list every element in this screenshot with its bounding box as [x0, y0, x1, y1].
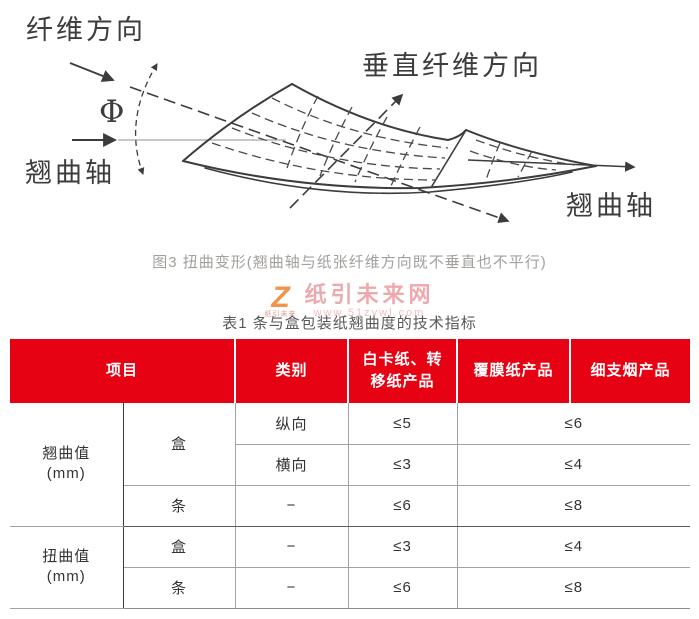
warp-diagram-drawing	[69, 62, 636, 224]
header-slim-cigarette: 细支烟产品	[570, 339, 691, 403]
header-item: 项目	[10, 339, 237, 403]
fiber-direction-label: 纤维方向	[26, 15, 146, 45]
warp-axis-right-label: 翘曲轴	[566, 191, 656, 221]
table-row: 横向 ≤3 ≤4	[10, 444, 691, 486]
cell-direction: −	[235, 485, 349, 527]
cell-category-strip: 条	[123, 485, 236, 527]
cell-laminated-slim-value: ≤4	[457, 444, 691, 486]
cell-item-warp: 翘曲值 (mm)	[10, 403, 124, 527]
cell-white-card-value: ≤3	[348, 526, 458, 568]
cell-direction: 纵向	[235, 403, 349, 445]
watermark-site-name: 纸引未来网	[304, 282, 435, 307]
table-caption: 表1 条与盒包装纸翘曲度的技术指标	[222, 315, 477, 332]
cell-direction: −	[235, 567, 349, 609]
header-category: 类别	[235, 339, 350, 403]
cell-category-box: 盒	[123, 526, 236, 568]
watermark-site-url: www.51zywl.com	[313, 307, 426, 319]
warp-axis-right-arrow	[467, 159, 636, 172]
warp-surface-mesh	[211, 95, 576, 187]
cell-white-card-value: ≤6	[348, 485, 458, 527]
header-white-card: 白卡纸、转移纸产品	[348, 339, 459, 403]
cell-laminated-slim-value: ≤6	[457, 403, 691, 445]
fiber-direction-arrow	[69, 62, 115, 82]
cell-white-card-value: ≤3	[348, 444, 458, 486]
table-row: 条 − ≤6 ≤8	[10, 485, 691, 527]
table-row: 翘曲值 (mm) 盒 纵向 ≤5 ≤6	[10, 403, 691, 527]
watermark-logo-icon: Z	[271, 281, 290, 314]
cell-category-box: 盒	[123, 403, 236, 486]
phi-angle-arc	[134, 63, 158, 176]
cell-category-strip: 条	[123, 567, 236, 609]
cell-direction: 横向	[235, 444, 349, 486]
header-laminated: 覆膜纸产品	[457, 339, 572, 403]
cell-item-twist: 扭曲值 (mm)	[10, 526, 124, 609]
cell-laminated-slim-value: ≤8	[457, 567, 691, 609]
phi-angle-label: Φ	[99, 94, 125, 130]
cell-laminated-slim-value: ≤4	[457, 526, 691, 568]
spec-table: 项目 类别 白卡纸、转移纸产品 覆膜纸产品 细支烟产品 翘曲值 (mm) 盒 纵…	[10, 339, 691, 609]
cell-white-card-value: ≤6	[348, 567, 458, 609]
warp-surface-outline	[182, 83, 597, 195]
warp-diagram: 纤维方向 Φ 翘曲轴 垂直纤维方向 翘曲轴	[0, 0, 699, 248]
perpendicular-fiber-label: 垂直纤维方向	[362, 51, 542, 81]
cell-direction: −	[235, 526, 349, 568]
fiber-direction-line	[129, 86, 510, 224]
table-row: 扭曲值 (mm) 盒 − ≤3 ≤4	[10, 526, 691, 609]
cell-white-card-value: ≤5	[348, 403, 458, 445]
perpendicular-fiber-arrow	[289, 93, 404, 209]
table-header-row: 项目 类别 白卡纸、转移纸产品 覆膜纸产品 细支烟产品	[10, 339, 691, 403]
table-row: 条 − ≤6 ≤8	[10, 567, 691, 609]
cell-laminated-slim-value: ≤8	[457, 485, 691, 527]
warp-axis-left-label: 翘曲轴	[25, 158, 115, 188]
watermark-logo: Z 纸引未来	[264, 281, 297, 319]
watermark-logo-caption: 纸引未来	[264, 311, 297, 318]
site-watermark: Z 纸引未来 纸引未来网 www.51zywl.com	[0, 281, 699, 319]
figure-caption: 图3 扭曲变形(翘曲轴与纸张纤维方向既不垂直也不平行)	[152, 254, 547, 271]
